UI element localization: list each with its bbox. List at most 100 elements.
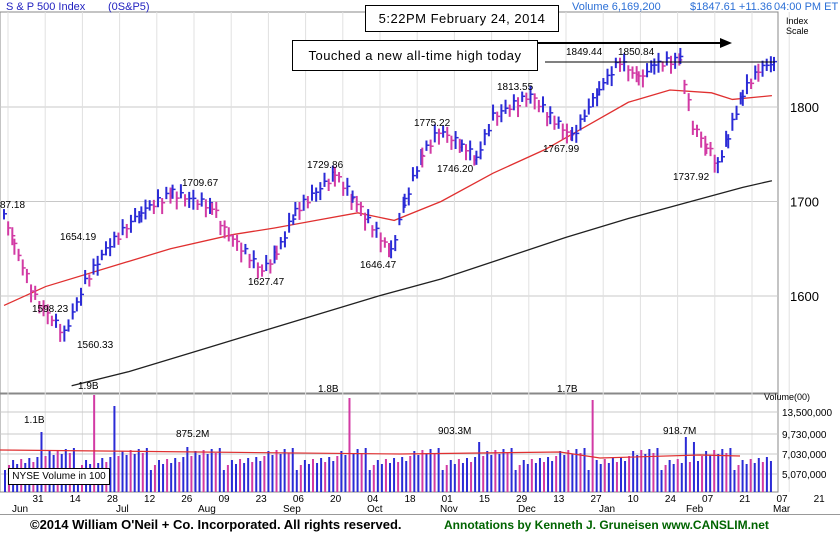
volume-bar xyxy=(620,457,622,492)
copyright: ©2014 William O'Neil + Co. Incorporated.… xyxy=(30,517,402,532)
volume-bar xyxy=(235,464,237,492)
volume-bar xyxy=(543,462,545,492)
volume-legend-text: NYSE Volume in 100 xyxy=(12,471,106,482)
volume-bar xyxy=(632,451,635,492)
volume-bar xyxy=(518,465,521,492)
credit: Annotations by Kenneth J. Gruneisen www.… xyxy=(444,518,769,532)
volume-bar xyxy=(482,456,485,492)
volume-bar xyxy=(534,463,537,492)
volume-ma-line xyxy=(0,449,741,459)
month-tick-label: Jun xyxy=(12,504,28,514)
volume-bar xyxy=(591,400,594,492)
volume-bar xyxy=(587,470,590,492)
price-annotation-label: 1627.47 xyxy=(248,277,285,288)
volume-bar xyxy=(239,459,242,492)
day-tick-label: 28 xyxy=(107,494,119,505)
volume-bar xyxy=(684,437,687,492)
axis-labels: 1600 1700 1800 13,500,000 9,730,000 7,030,000… xyxy=(12,100,832,514)
day-tick-label: 06 xyxy=(293,494,305,505)
volume-bar xyxy=(376,460,379,492)
volume-bar xyxy=(417,455,420,492)
volume-annotation-label: 918.7M xyxy=(663,426,696,437)
day-tick-label: 26 xyxy=(181,494,193,505)
volume-bar xyxy=(324,462,327,492)
day-tick-label: 07 xyxy=(702,494,714,505)
volume-bar xyxy=(713,450,716,492)
volume-bar xyxy=(210,449,213,492)
volume-bar xyxy=(498,454,501,492)
annotation-arrow-head xyxy=(720,38,732,48)
volume-bar xyxy=(603,459,606,492)
ma50-line xyxy=(3,89,772,307)
volume-bar xyxy=(291,448,294,492)
volume-bar xyxy=(461,463,464,492)
volume-bar xyxy=(547,457,550,492)
volume-bar xyxy=(389,463,391,492)
volume-bar xyxy=(522,460,525,492)
day-tick-label: 20 xyxy=(330,494,342,505)
volume-bar xyxy=(109,457,112,492)
index-symbol: (0S&P5) xyxy=(108,1,150,13)
day-tick-label: 14 xyxy=(70,494,82,505)
price-tick-label: 1700 xyxy=(790,195,819,210)
volume-bar xyxy=(190,456,193,492)
volume-bar xyxy=(401,457,404,492)
volume-tick-label: 13,500,000 xyxy=(782,408,832,419)
price-annotation-label: 1729.86 xyxy=(307,160,344,171)
volume-bar xyxy=(579,453,582,492)
volume-bar xyxy=(332,461,335,492)
volume-bar xyxy=(259,461,262,492)
month-tick-label: Jul xyxy=(116,504,129,514)
volume-bar xyxy=(344,455,347,492)
timestamp-text: 5:22PM February 24, 2014 xyxy=(378,11,546,26)
volume-bar xyxy=(725,453,728,492)
volume-bar xyxy=(4,470,6,492)
volume-bar xyxy=(449,460,452,492)
volume-bar xyxy=(697,461,699,492)
price-tick-label: 1600 xyxy=(790,289,819,304)
volume-bar xyxy=(218,448,221,492)
volume-annotation-label: 1.8B xyxy=(318,384,339,395)
day-tick-label: 18 xyxy=(404,494,416,505)
day-tick-label: 13 xyxy=(553,494,565,505)
volume-bar xyxy=(222,470,225,492)
volume-bar xyxy=(380,464,383,492)
volume-bar xyxy=(316,463,319,492)
price-annotation-label: 1598.23 xyxy=(32,304,69,315)
volume-bar xyxy=(93,395,96,492)
volume-bar xyxy=(40,432,43,492)
day-tick-label: 01 xyxy=(442,494,454,505)
day-tick-label: 12 xyxy=(144,494,156,505)
price-annotation-label: 1813.55 xyxy=(497,82,534,93)
volume-bar xyxy=(421,450,424,492)
month-tick-label: Sep xyxy=(283,504,301,514)
volume-bar xyxy=(137,449,140,492)
volume-bar xyxy=(145,448,148,492)
volume-tick-label: 9,730,000 xyxy=(782,430,827,441)
volume-bar xyxy=(514,470,517,492)
volume-bar xyxy=(186,447,189,492)
volume-annotation-label: 1.9B xyxy=(78,381,99,392)
volume-bar xyxy=(474,457,477,492)
volume-bar xyxy=(765,457,768,492)
volume-bar xyxy=(170,463,173,492)
volume-bar xyxy=(255,457,258,492)
volume-bar xyxy=(267,451,270,492)
volume-bar xyxy=(279,454,282,492)
day-tick-label: 10 xyxy=(628,494,640,505)
ma50-polyline xyxy=(3,89,772,307)
volume-bar xyxy=(761,462,764,492)
volume-bar xyxy=(741,460,744,492)
price-tick-label: 1800 xyxy=(790,100,819,115)
volume-bar xyxy=(320,458,323,492)
day-tick-label: 07 xyxy=(776,494,788,505)
volume-bar xyxy=(692,442,695,492)
volume-bar xyxy=(648,449,651,492)
volume-bar xyxy=(356,449,359,492)
volume-bar xyxy=(437,448,440,492)
volume-bar xyxy=(457,459,460,492)
volume-bar xyxy=(745,464,748,492)
price-bars xyxy=(3,47,777,342)
time-readout: 04:00 PM ET xyxy=(774,1,838,13)
volume-bar xyxy=(182,457,185,492)
